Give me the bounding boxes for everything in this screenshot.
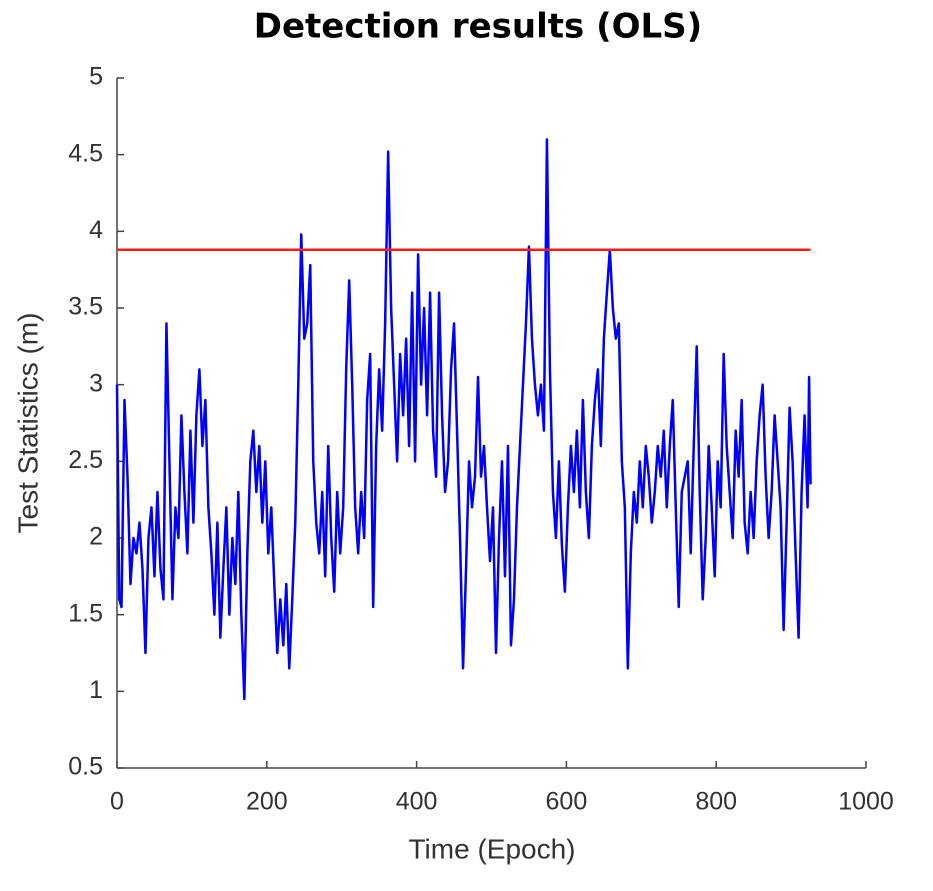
x-tick-label: 0 bbox=[110, 788, 124, 816]
y-axis-label: Test Statistics (m) bbox=[12, 313, 43, 534]
y-tick-label: 5 bbox=[89, 63, 103, 91]
x-tick-label: 600 bbox=[546, 788, 588, 816]
y-tick-label: 1 bbox=[89, 676, 103, 704]
y-tick-label: 2.5 bbox=[68, 446, 103, 474]
x-axis-label: Time (Epoch) bbox=[408, 833, 575, 864]
x-tick-label: 200 bbox=[246, 788, 288, 816]
y-tick-label: 3.5 bbox=[68, 293, 103, 321]
y-tick-label: 4.5 bbox=[68, 139, 103, 167]
x-tick-label: 400 bbox=[396, 788, 438, 816]
y-tick-label: 2 bbox=[89, 523, 103, 551]
y-tick-label: 3 bbox=[89, 369, 103, 397]
x-tick-label: 1000 bbox=[838, 788, 894, 816]
y-tick-label: 0.5 bbox=[68, 753, 103, 781]
y-tick-label: 1.5 bbox=[68, 599, 103, 627]
x-tick-label: 800 bbox=[695, 788, 737, 816]
y-tick-label: 4 bbox=[89, 216, 103, 244]
data-line bbox=[115, 138, 812, 701]
chart-title: Detection results (OLS) bbox=[254, 7, 702, 47]
